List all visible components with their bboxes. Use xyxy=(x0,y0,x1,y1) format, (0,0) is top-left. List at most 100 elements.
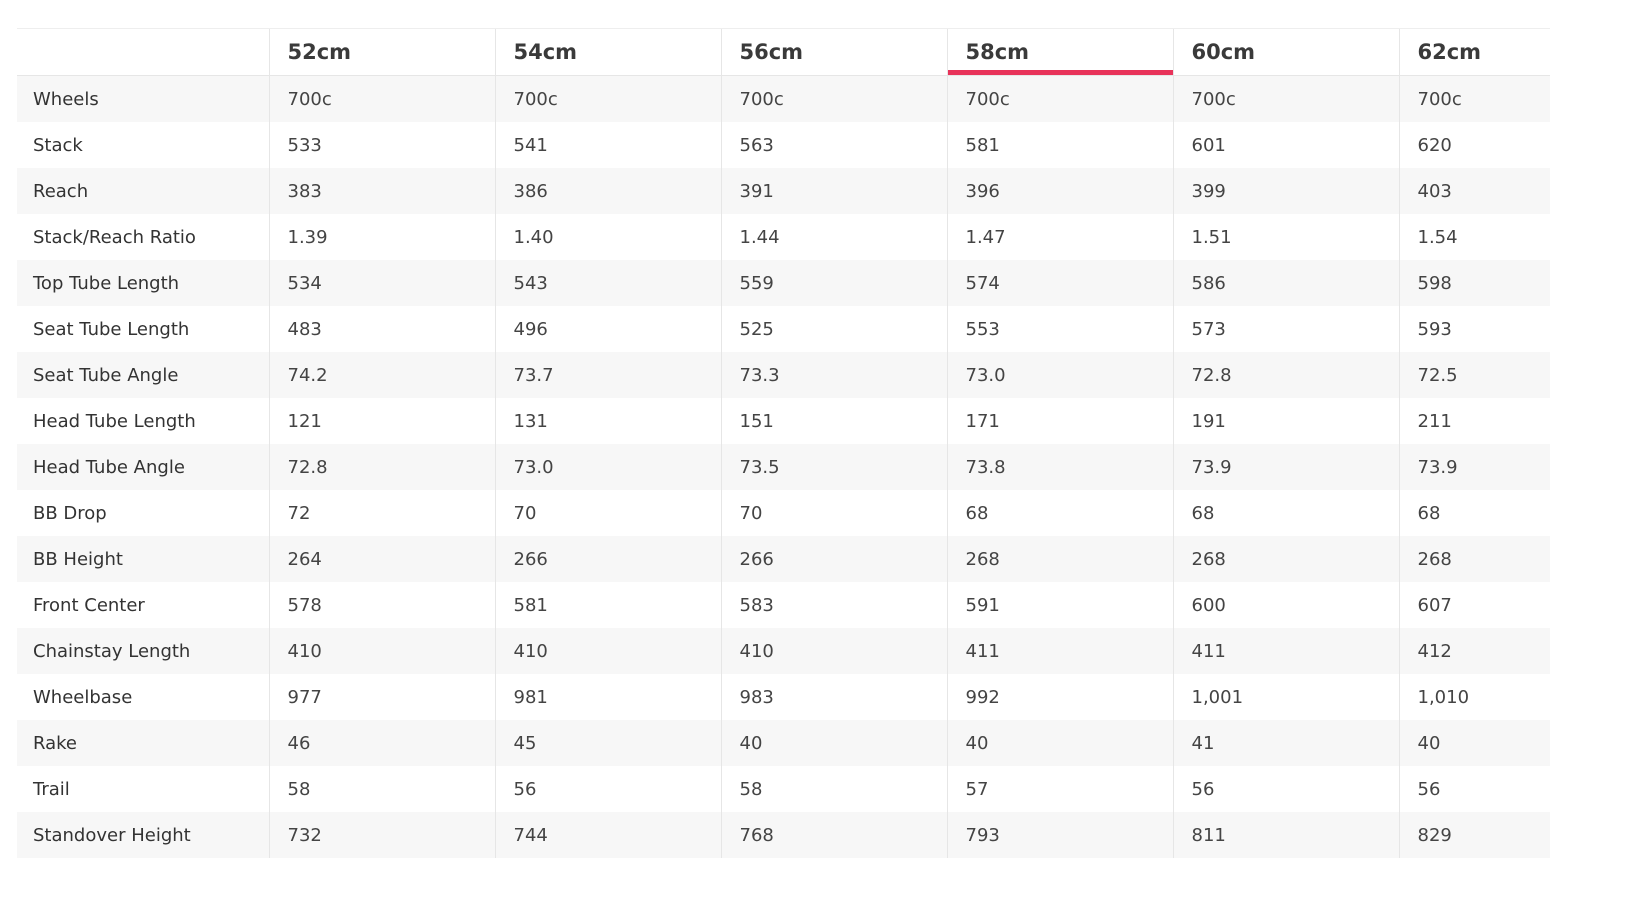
cell-value: 1.54 xyxy=(1398,214,1550,260)
row-label: Head Tube Angle xyxy=(17,444,269,490)
cell-value: 559 xyxy=(720,260,947,306)
cell-value: 57 xyxy=(946,766,1173,812)
cell-value: 45 xyxy=(494,720,721,766)
cell-value: 58 xyxy=(720,766,947,812)
cell-value: 171 xyxy=(946,398,1173,444)
cell-value: 553 xyxy=(946,306,1173,352)
cell-value: 534 xyxy=(268,260,495,306)
cell-value: 211 xyxy=(1398,398,1550,444)
table-row: Head Tube Angle 72.8 73.0 73.5 73.8 73.9 73.9 xyxy=(17,444,1550,490)
size-header[interactable]: 52cm xyxy=(268,28,495,76)
cell-value: 403 xyxy=(1398,168,1550,214)
cell-value: 700c xyxy=(494,75,721,122)
size-header[interactable]: 62cm xyxy=(1398,28,1550,76)
cell-value: 620 xyxy=(1398,122,1550,168)
cell-value: 600 xyxy=(1172,582,1399,628)
cell-value: 73.0 xyxy=(946,352,1173,398)
row-label: Front Center xyxy=(33,594,145,616)
table-row: Chainstay Length 410 410 410 411 411 412 xyxy=(17,628,1550,674)
cell-value: 73.9 xyxy=(1172,444,1399,490)
cell-value: 496 xyxy=(494,306,721,352)
row-label: BB Height xyxy=(17,536,269,582)
row-label: Wheelbase xyxy=(33,686,133,708)
cell-value: 410 xyxy=(720,628,947,674)
cell-value: 68 xyxy=(1398,490,1550,536)
cell-value: 992 xyxy=(946,674,1173,720)
cell-value: 396 xyxy=(946,168,1173,214)
cell-value: 266 xyxy=(494,536,721,582)
cell-value: 744 xyxy=(494,812,721,858)
cell-value: 525 xyxy=(720,306,947,352)
cell-value: 73.3 xyxy=(720,352,947,398)
table-row: Wheelbase 977 981 983 992 1,001 1,010 xyxy=(17,674,1550,720)
cell-value: 1,010 xyxy=(1398,674,1550,720)
cell-value: 72 xyxy=(268,490,495,536)
cell-value: 793 xyxy=(946,812,1173,858)
cell-value: 410 xyxy=(494,628,721,674)
row-label: Stack/Reach Ratio xyxy=(33,226,196,248)
cell-value: 56 xyxy=(1172,766,1399,812)
size-header[interactable]: 56cm xyxy=(720,28,947,76)
cell-value: 1.44 xyxy=(720,214,947,260)
table-header: 52cm 54cm 56cm 58cm 60cm 62cm xyxy=(17,28,1550,76)
cell-value: 768 xyxy=(720,812,947,858)
cell-value: 68 xyxy=(1172,490,1399,536)
cell-value: 383 xyxy=(268,168,495,214)
cell-value: 591 xyxy=(946,582,1173,628)
table-row: Trail 58 56 58 57 56 56 xyxy=(17,766,1550,812)
cell-value: 40 xyxy=(1398,720,1550,766)
cell-value: 811 xyxy=(1172,812,1399,858)
cell-value: 578 xyxy=(268,582,495,628)
cell-value: 981 xyxy=(494,674,721,720)
cell-value: 533 xyxy=(268,122,495,168)
cell-value: 574 xyxy=(946,260,1173,306)
cell-value: 411 xyxy=(1172,628,1399,674)
cell-value: 541 xyxy=(494,122,721,168)
cell-value: 1.40 xyxy=(494,214,721,260)
cell-value: 73.9 xyxy=(1398,444,1550,490)
cell-value: 73.0 xyxy=(494,444,721,490)
cell-value: 68 xyxy=(946,490,1173,536)
cell-value: 581 xyxy=(494,582,721,628)
cell-value: 73.7 xyxy=(494,352,721,398)
cell-value: 268 xyxy=(1398,536,1550,582)
cell-value: 412 xyxy=(1398,628,1550,674)
table-row: Top Tube Length 534 543 559 574 586 598 xyxy=(17,260,1550,306)
cell-value: 70 xyxy=(494,490,721,536)
cell-value: 700c xyxy=(1172,75,1399,122)
cell-value: 40 xyxy=(946,720,1173,766)
geometry-table: 52cm 54cm 56cm 58cm 60cm 62cm Wheels 700c 700c 7… xyxy=(17,28,1550,858)
table-row: Reach 383 386 391 396 399 403 xyxy=(17,168,1550,214)
cell-value: 386 xyxy=(494,168,721,214)
cell-value: 829 xyxy=(1398,812,1550,858)
size-header[interactable]: 58cm xyxy=(946,28,1173,76)
size-header[interactable]: 60cm xyxy=(1172,28,1399,76)
cell-value: 56 xyxy=(494,766,721,812)
cell-value: 1.39 xyxy=(268,214,495,260)
cell-value: 700c xyxy=(1398,75,1550,122)
table-row: Seat Tube Length 483 496 525 553 573 593 xyxy=(17,306,1550,352)
cell-value: 581 xyxy=(946,122,1173,168)
cell-value: 131 xyxy=(494,398,721,444)
row-label: Standover Height xyxy=(17,812,269,858)
cell-value: 410 xyxy=(268,628,495,674)
cell-value: 399 xyxy=(1172,168,1399,214)
table-row: BB Drop 72 70 70 68 68 68 xyxy=(17,490,1550,536)
cell-value: 700c xyxy=(720,75,947,122)
row-label: BB Drop xyxy=(33,502,107,524)
cell-value: 191 xyxy=(1172,398,1399,444)
row-label: Head Tube Length xyxy=(33,410,196,432)
row-label: Seat Tube Length xyxy=(33,318,190,340)
cell-value: 70 xyxy=(720,490,947,536)
cell-value: 72.8 xyxy=(268,444,495,490)
cell-value: 72.5 xyxy=(1398,352,1550,398)
row-label: Reach xyxy=(17,168,269,214)
row-label: Seat Tube Angle xyxy=(17,352,269,398)
row-label: Top Tube Length xyxy=(17,260,269,306)
cell-value: 266 xyxy=(720,536,947,582)
size-header[interactable]: 54cm xyxy=(494,28,721,76)
cell-value: 73.8 xyxy=(946,444,1173,490)
cell-value: 583 xyxy=(720,582,947,628)
header-corner xyxy=(17,28,269,76)
